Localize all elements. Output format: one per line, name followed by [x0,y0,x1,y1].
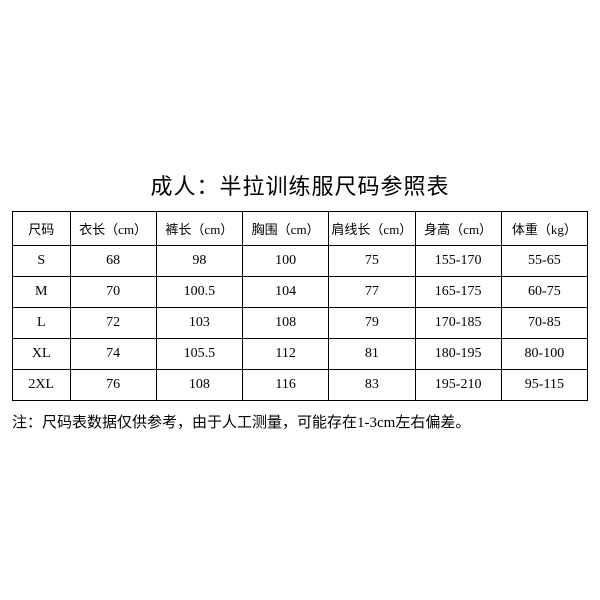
col-header-pants: 裤长（cm） [156,211,242,245]
cell: 98 [156,245,242,276]
size-chart-table: 尺码 衣长（cm） 裤长（cm） 胸围（cm） 肩线长（cm） 身高（cm） 体… [12,211,588,401]
col-header-shoulder: 肩线长（cm） [329,211,415,245]
cell: 180-195 [415,338,501,369]
cell: 70 [70,276,156,307]
cell: 105.5 [156,338,242,369]
cell: 155-170 [415,245,501,276]
cell: 68 [70,245,156,276]
table-row: 2XL 76 108 116 83 195-210 95-115 [13,369,588,400]
cell: 80-100 [501,338,587,369]
cell: 75 [329,245,415,276]
note-text: 注：尺码表数据仅供参考，由于人工测量，可能存在1-3cm左右偏差。 [12,411,588,432]
cell: 108 [156,369,242,400]
cell: 77 [329,276,415,307]
cell: 170-185 [415,307,501,338]
cell: L [13,307,71,338]
cell: 116 [243,369,329,400]
cell: 100.5 [156,276,242,307]
page-title: 成人：半拉训练服尺码参照表 [12,169,588,201]
col-header-chest: 胸围（cm） [243,211,329,245]
cell: 165-175 [415,276,501,307]
cell: 81 [329,338,415,369]
cell: 95-115 [501,369,587,400]
cell: 104 [243,276,329,307]
col-header-height: 身高（cm） [415,211,501,245]
cell: 60-75 [501,276,587,307]
col-header-weight: 体重（kg） [501,211,587,245]
cell: 2XL [13,369,71,400]
cell: 74 [70,338,156,369]
cell: 72 [70,307,156,338]
table-header-row: 尺码 衣长（cm） 裤长（cm） 胸围（cm） 肩线长（cm） 身高（cm） 体… [13,211,588,245]
cell: 108 [243,307,329,338]
col-header-size: 尺码 [13,211,71,245]
cell: 79 [329,307,415,338]
cell: 76 [70,369,156,400]
cell: 103 [156,307,242,338]
table-row: M 70 100.5 104 77 165-175 60-75 [13,276,588,307]
table-row: S 68 98 100 75 155-170 55-65 [13,245,588,276]
col-header-length: 衣长（cm） [70,211,156,245]
cell: 100 [243,245,329,276]
cell: 55-65 [501,245,587,276]
cell: S [13,245,71,276]
cell: 70-85 [501,307,587,338]
table-row: L 72 103 108 79 170-185 70-85 [13,307,588,338]
cell: M [13,276,71,307]
cell: 83 [329,369,415,400]
cell: XL [13,338,71,369]
cell: 195-210 [415,369,501,400]
cell: 112 [243,338,329,369]
table-row: XL 74 105.5 112 81 180-195 80-100 [13,338,588,369]
